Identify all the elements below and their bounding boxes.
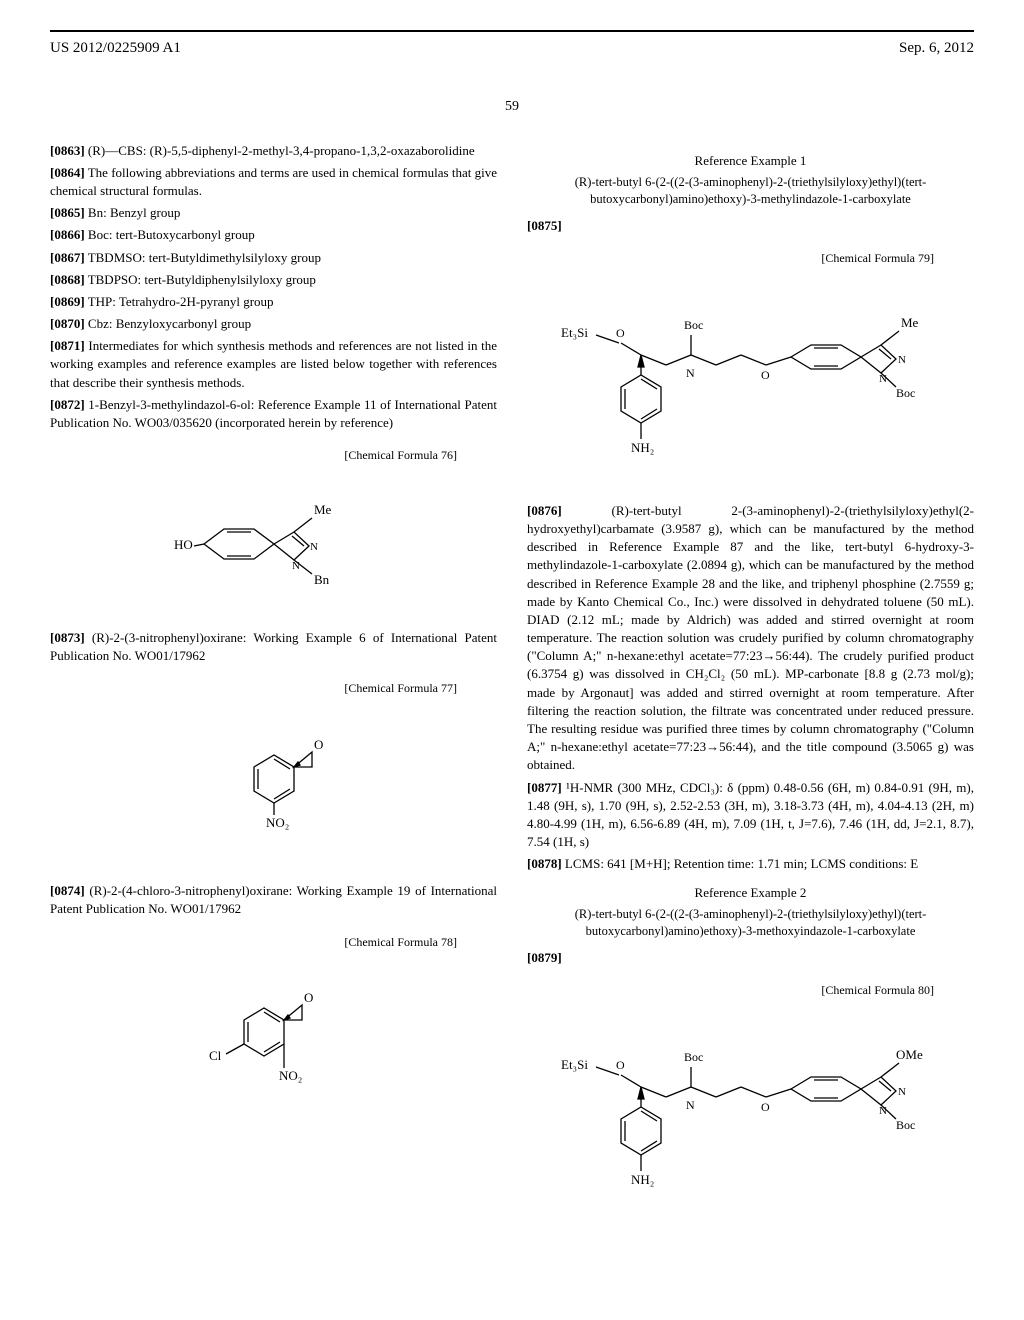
para-text: (R)-2-(3-nitrophenyl)oxirane: Working Ex… — [50, 630, 497, 663]
para-num: [0879] — [527, 950, 562, 965]
chem-formula-79-label: [Chemical Formula 79] — [527, 250, 934, 267]
chem-structure-80: Et₃Si O Boc N O OMe N N Boc NH₂ — [527, 1009, 974, 1209]
para-num: [0878] — [527, 856, 562, 871]
para-0870: [0870] Cbz: Benzyloxycarbonyl group — [50, 315, 497, 333]
para-0873: [0873] (R)-2-(3-nitrophenyl)oxirane: Wor… — [50, 629, 497, 665]
para-text: The following abbreviations and terms ar… — [50, 165, 497, 198]
ref-example-2-subtitle: (R)-tert-butyl 6-(2-((2-(3-aminophenyl)-… — [527, 906, 974, 941]
chem-formula-78-label: [Chemical Formula 78] — [50, 934, 457, 951]
label-O: O — [314, 737, 323, 752]
para-0874: [0874] (R)-2-(4-chloro-3-nitrophenyl)oxi… — [50, 882, 497, 918]
para-0878: [0878] LCMS: 641 [M+H]; Retention time: … — [527, 855, 974, 873]
para-num: [0876] — [527, 503, 562, 518]
top-divider — [50, 30, 974, 32]
label-Bn: Bn — [314, 572, 330, 587]
chem-formula-77-label: [Chemical Formula 77] — [50, 680, 457, 697]
label-Boc: Boc — [896, 1118, 915, 1132]
ref-example-1-title: Reference Example 1 — [527, 152, 974, 170]
label-N: N — [310, 541, 318, 553]
para-0872: [0872] 1-Benzyl-3-methylindazol-6-ol: Re… — [50, 396, 497, 432]
label-N: N — [898, 1086, 906, 1098]
para-num: [0877] — [527, 780, 562, 795]
para-num: [0866] — [50, 227, 85, 242]
label-O: O — [616, 1058, 625, 1072]
content-columns: [0863] (R)—CBS: (R)-5,5-diphenyl-2-methy… — [50, 142, 974, 1234]
ref-example-1-subtitle: (R)-tert-butyl 6-(2-((2-(3-aminophenyl)-… — [527, 174, 974, 209]
para-0879: [0879] — [527, 949, 974, 967]
para-text: Cbz: Benzyloxycarbonyl group — [88, 316, 251, 331]
para-num: [0873] — [50, 630, 85, 645]
para-num: [0871] — [50, 338, 85, 353]
page-header: US 2012/0225909 A1 Sep. 6, 2012 — [50, 38, 974, 67]
label-Boc: Boc — [896, 386, 915, 400]
label-N: N — [686, 366, 695, 380]
para-num: [0864] — [50, 165, 85, 180]
label-N: N — [898, 354, 906, 366]
label-Cl: Cl — [209, 1048, 222, 1063]
para-text: THP: Tetrahydro-2H-pyranyl group — [88, 294, 274, 309]
chem-structure-78: O NO₂ Cl — [50, 960, 497, 1110]
para-text: Bn: Benzyl group — [88, 205, 180, 220]
publication-number: US 2012/0225909 A1 — [50, 38, 181, 59]
para-0869: [0869] THP: Tetrahydro-2H-pyranyl group — [50, 293, 497, 311]
right-column: Reference Example 1 (R)-tert-butyl 6-(2-… — [527, 142, 974, 1234]
chem-structure-79: Et₃Si O Boc N O Me N N Boc NH₂ — [527, 277, 974, 477]
label-NH2: NH₂ — [631, 1172, 654, 1187]
chem-formula-80-label: [Chemical Formula 80] — [527, 982, 934, 999]
left-column: [0863] (R)—CBS: (R)-5,5-diphenyl-2-methy… — [50, 142, 497, 1234]
para-0875: [0875] — [527, 217, 974, 235]
label-OMe: OMe — [896, 1047, 923, 1062]
para-0871: [0871] Intermediates for which synthesis… — [50, 337, 497, 392]
label-O: O — [616, 326, 625, 340]
page-number: 59 — [50, 97, 974, 117]
label-Boc: Boc — [684, 318, 703, 332]
label-Me: Me — [314, 502, 332, 517]
para-0876: [0876] (R)-tert-butyl 2-(3-aminophenyl)-… — [527, 502, 974, 775]
para-num: [0870] — [50, 316, 85, 331]
para-0877: [0877] ¹H-NMR (300 MHz, CDCl₃): δ (ppm) … — [527, 779, 974, 852]
para-num: [0869] — [50, 294, 85, 309]
label-NO2: NO₂ — [279, 1068, 302, 1083]
para-text: ¹H-NMR (300 MHz, CDCl₃): δ (ppm) 0.48-0.… — [527, 780, 974, 850]
para-0864: [0864] The following abbreviations and t… — [50, 164, 497, 200]
para-num: [0874] — [50, 883, 85, 898]
para-0865: [0865] Bn: Benzyl group — [50, 204, 497, 222]
ref-example-2-title: Reference Example 2 — [527, 884, 974, 902]
para-0866: [0866] Boc: tert-Butoxycarbonyl group — [50, 226, 497, 244]
para-text: Boc: tert-Butoxycarbonyl group — [88, 227, 255, 242]
label-N: N — [686, 1098, 695, 1112]
label-NO2: NO₂ — [266, 815, 289, 830]
label-Me: Me — [901, 315, 919, 330]
chem-structure-77: O NO₂ — [50, 707, 497, 857]
chem-formula-76-label: [Chemical Formula 76] — [50, 447, 457, 464]
label-Et3Si: Et₃Si — [561, 1057, 588, 1072]
para-text: TBDPSO: tert-Butyldiphenylsilyloxy group — [88, 272, 316, 287]
para-0868: [0868] TBDPSO: tert-Butyldiphenylsilylox… — [50, 271, 497, 289]
para-0863: [0863] (R)—CBS: (R)-5,5-diphenyl-2-methy… — [50, 142, 497, 160]
para-num: [0863] — [50, 143, 85, 158]
chem-structure-76: HO Me Bn N N — [50, 474, 497, 604]
para-text: 1-Benzyl-3-methylindazol-6-ol: Reference… — [50, 397, 497, 430]
para-0867: [0867] TBDMSO: tert-Butyldimethylsilylox… — [50, 249, 497, 267]
para-text: (R)—CBS: (R)-5,5-diphenyl-2-methyl-3,4-p… — [88, 143, 475, 158]
para-num: [0872] — [50, 397, 85, 412]
label-Boc: Boc — [684, 1050, 703, 1064]
label-Et3Si: Et₃Si — [561, 325, 588, 340]
label-N: N — [292, 560, 300, 572]
para-text: TBDMSO: tert-Butyldimethylsilyloxy group — [88, 250, 321, 265]
para-num: [0868] — [50, 272, 85, 287]
label-NH2: NH₂ — [631, 440, 654, 455]
publication-date: Sep. 6, 2012 — [899, 38, 974, 59]
para-text: Intermediates for which synthesis method… — [50, 338, 497, 389]
para-text: (R)-tert-butyl 2-(3-aminophenyl)-2-(trie… — [527, 503, 974, 773]
para-text: LCMS: 641 [M+H]; Retention time: 1.71 mi… — [565, 856, 918, 871]
label-HO: HO — [174, 537, 193, 552]
para-num: [0867] — [50, 250, 85, 265]
label-O: O — [761, 1100, 770, 1114]
label-O: O — [304, 990, 313, 1005]
para-num: [0865] — [50, 205, 85, 220]
para-text: (R)-2-(4-chloro-3-nitrophenyl)oxirane: W… — [50, 883, 497, 916]
label-O: O — [761, 368, 770, 382]
para-num: [0875] — [527, 218, 562, 233]
